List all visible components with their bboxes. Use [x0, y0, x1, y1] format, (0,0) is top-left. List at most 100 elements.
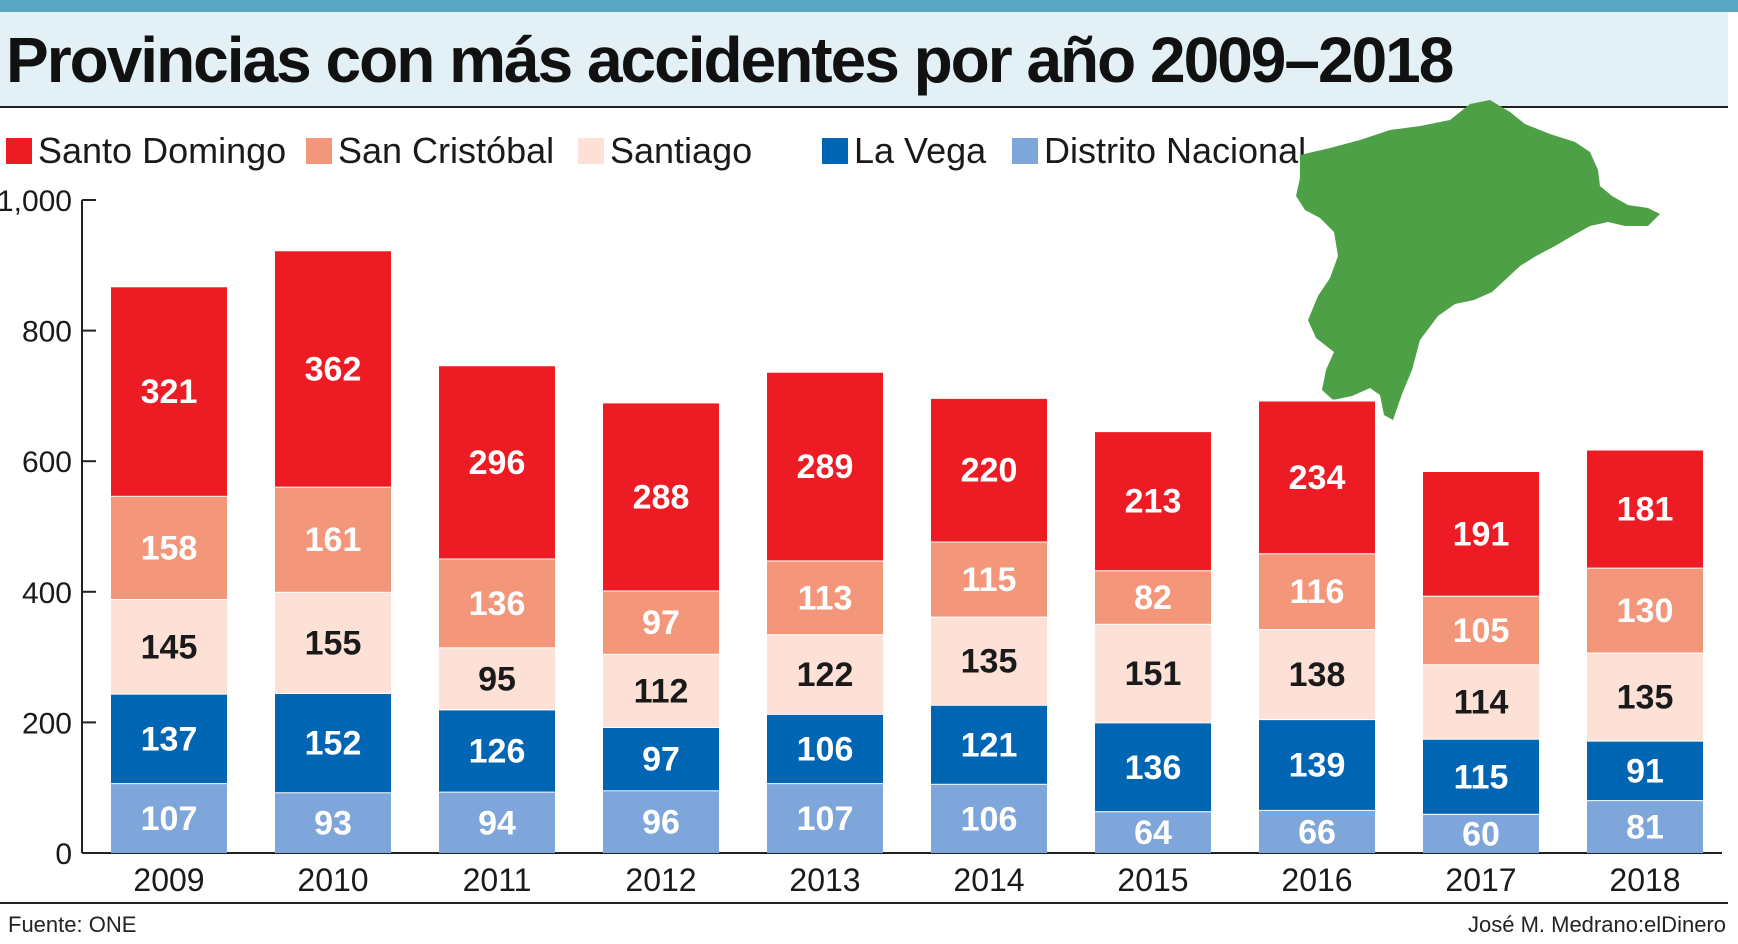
data-label: 138	[1289, 656, 1346, 694]
bar-segment	[1587, 740, 1703, 801]
bar-segment	[1587, 449, 1703, 568]
data-label: 136	[1125, 749, 1182, 787]
bar-segment	[1095, 811, 1211, 853]
data-label: 137	[141, 720, 198, 758]
bar-segment	[111, 286, 227, 496]
bar-segment	[1259, 809, 1375, 853]
data-label: 130	[1617, 592, 1674, 630]
data-label: 91	[1626, 752, 1664, 790]
bar-segment	[439, 647, 555, 710]
x-tick-label: 2017	[1445, 862, 1516, 898]
bar-segment	[931, 541, 1047, 617]
data-label: 113	[798, 579, 853, 617]
bar-segment	[767, 713, 883, 784]
bar-segment	[931, 397, 1047, 542]
data-label: 126	[469, 732, 526, 770]
x-tick-label: 2018	[1609, 862, 1680, 898]
legend-swatch-la-vega	[822, 138, 848, 164]
data-label: 152	[305, 725, 362, 763]
x-tick-label: 2009	[133, 862, 204, 898]
bar-segment	[439, 709, 555, 792]
data-label: 151	[1125, 655, 1182, 693]
data-label: 213	[1125, 483, 1182, 521]
bar-segment	[275, 792, 391, 853]
data-label: 107	[797, 800, 854, 838]
bar-segment	[1259, 400, 1375, 554]
bar-segment	[931, 616, 1047, 705]
x-tick-label: 2012	[625, 862, 696, 898]
legend-label-san-cristobal: San Cristóbal	[338, 130, 555, 171]
bar-segment	[603, 653, 719, 727]
data-label: 181	[1617, 491, 1674, 529]
data-label: 136	[469, 585, 526, 623]
data-label: 289	[797, 448, 854, 486]
bar-segment	[275, 591, 391, 694]
y-tick-label: 600	[22, 446, 72, 479]
bar-segment	[767, 783, 883, 853]
footer-divider	[0, 902, 1728, 904]
bar-segment	[439, 365, 555, 559]
bar-segment	[111, 495, 227, 599]
data-label: 96	[642, 804, 680, 842]
data-label: 135	[1617, 679, 1674, 717]
data-label: 93	[314, 805, 352, 843]
chart-title: Provincias con más accidentes por año 20…	[6, 24, 1454, 96]
bar-segment	[275, 486, 391, 592]
bar-segment	[1095, 431, 1211, 571]
bar-segment	[111, 783, 227, 853]
data-label: 362	[305, 350, 362, 388]
bar-segment	[1259, 629, 1375, 720]
x-tick-label: 2011	[463, 862, 532, 898]
bar-segment	[1259, 553, 1375, 630]
bar-segment	[1423, 595, 1539, 665]
top-accent-bar	[0, 0, 1738, 12]
bar-segment	[1259, 719, 1375, 810]
bar-segment	[931, 704, 1047, 784]
bar-segment	[439, 791, 555, 853]
bar-segment	[111, 598, 227, 694]
data-label: 191	[1453, 515, 1510, 553]
y-tick-label: 400	[22, 577, 72, 610]
data-label: 97	[642, 604, 680, 642]
y-tick-label: 800	[22, 316, 72, 349]
bar-segment	[111, 693, 227, 784]
data-label: 155	[305, 624, 362, 662]
y-tick-label: 1,000	[0, 185, 72, 218]
title-band	[0, 12, 1728, 106]
data-label: 220	[961, 452, 1018, 490]
bar-segment	[767, 371, 883, 561]
bar-segment	[1423, 664, 1539, 739]
bar-segment	[439, 558, 555, 648]
data-label: 139	[1289, 747, 1346, 785]
x-tick-label: 2013	[789, 862, 860, 898]
data-label: 122	[797, 656, 854, 694]
bar-segment	[275, 250, 391, 487]
legend-swatch-distrito-nacional	[1012, 138, 1038, 164]
x-tick-label: 2016	[1281, 862, 1352, 898]
data-label: 114	[1454, 684, 1509, 722]
data-label: 82	[1134, 579, 1172, 617]
bar-segment	[275, 693, 391, 793]
legend-label-santo-domingo: Santo Domingo	[38, 130, 287, 171]
data-label: 105	[1453, 612, 1510, 650]
data-label: 106	[961, 800, 1018, 838]
bar-segment	[603, 790, 719, 853]
bar-segment	[931, 783, 1047, 853]
data-label: 161	[305, 521, 362, 559]
bar-segment	[603, 726, 719, 791]
legend-swatch-santo-domingo	[6, 138, 32, 164]
title-divider	[0, 106, 1728, 108]
x-tick-label: 2015	[1117, 862, 1188, 898]
data-label: 107	[141, 800, 198, 838]
legend-label-distrito-nacional: Distrito Nacional	[1044, 130, 1307, 171]
data-label: 115	[1454, 758, 1509, 796]
x-tick-label: 2014	[953, 862, 1024, 898]
bar-segment	[1587, 652, 1703, 741]
data-label: 66	[1298, 813, 1336, 851]
map-shape	[1296, 100, 1660, 420]
data-label: 94	[478, 804, 516, 842]
bar-segment	[1423, 738, 1539, 814]
data-label: 234	[1289, 459, 1346, 497]
data-label: 321	[141, 373, 198, 411]
